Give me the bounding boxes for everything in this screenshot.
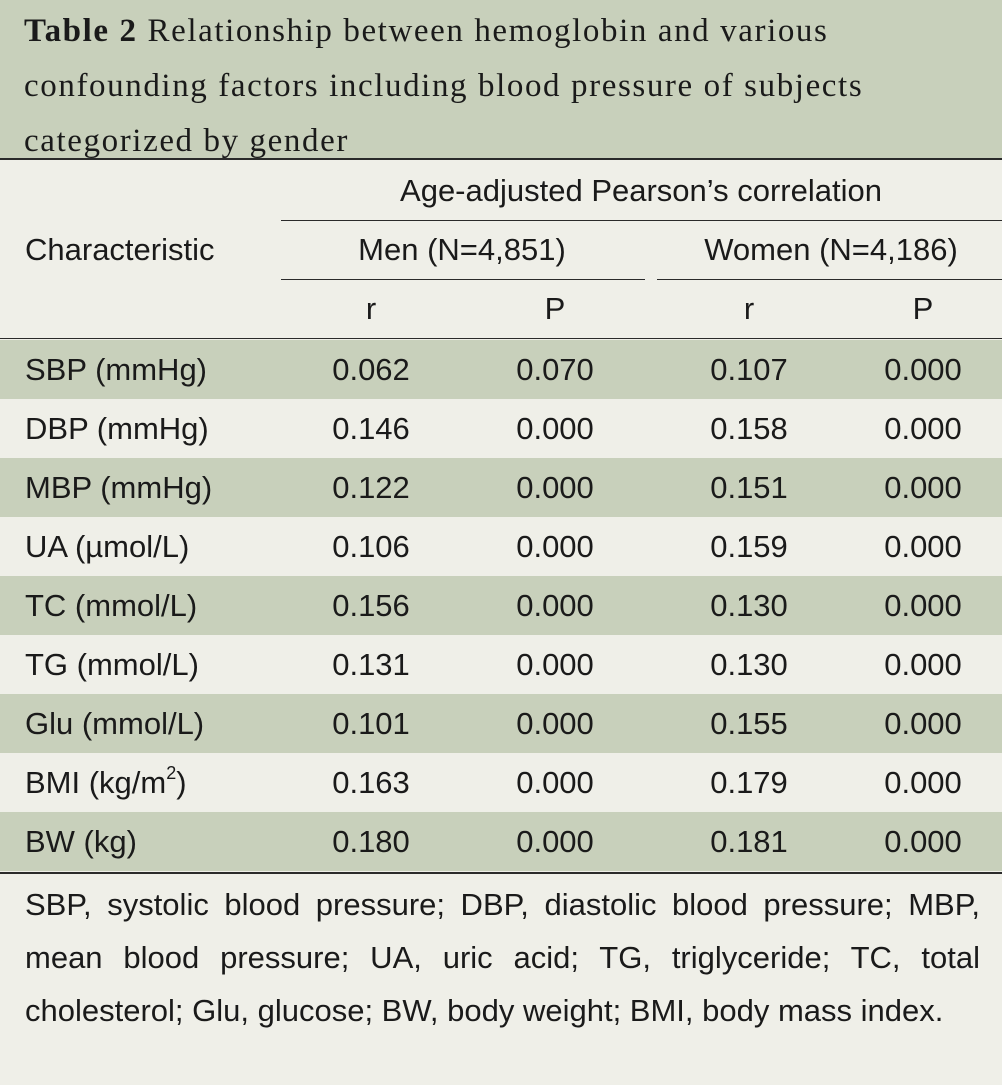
row-characteristic-suffix: ) bbox=[176, 765, 187, 800]
table-footnote: SBP, systolic blood pressure; DBP, diast… bbox=[0, 872, 1002, 1085]
women-p-value: 0.000 bbox=[884, 588, 962, 623]
men-p-value: 0.000 bbox=[516, 411, 594, 446]
table-row: BMI (kg/m2) 0.163 0.000 0.179 0.000 bbox=[0, 753, 1002, 812]
men-p-value: 0.000 bbox=[516, 588, 594, 623]
table-row: TG (mmol/L) 0.131 0.000 0.130 0.000 bbox=[0, 635, 1002, 694]
header-women-r: r bbox=[743, 291, 755, 326]
header-women: Women (N=4,186) bbox=[704, 232, 958, 267]
women-r-value: 0.181 bbox=[710, 824, 788, 859]
header-men: Men (N=4,851) bbox=[358, 232, 566, 267]
row-characteristic: BW (kg) bbox=[25, 824, 137, 859]
men-r-value: 0.106 bbox=[332, 529, 410, 564]
men-p-value: 0.000 bbox=[516, 529, 594, 564]
women-p-value: 0.000 bbox=[884, 529, 962, 564]
header-men-p: P bbox=[544, 291, 566, 326]
men-r-value: 0.122 bbox=[332, 470, 410, 505]
table-row: DBP (mmHg) 0.146 0.000 0.158 0.000 bbox=[0, 399, 1002, 458]
header-women-rule bbox=[657, 279, 1002, 280]
header-group: Age-adjusted Pearson’s correlation bbox=[400, 173, 882, 208]
women-r-value: 0.155 bbox=[710, 706, 788, 741]
men-p-value: 0.070 bbox=[516, 352, 594, 387]
table-row: Glu (mmol/L) 0.101 0.000 0.155 0.000 bbox=[0, 694, 1002, 753]
table-caption: Table 2 Relationship between hemoglobin … bbox=[0, 0, 1002, 160]
men-r-value: 0.131 bbox=[332, 647, 410, 682]
women-p-value: 0.000 bbox=[884, 824, 962, 859]
men-r-value: 0.180 bbox=[332, 824, 410, 859]
header-men-r: r bbox=[365, 291, 377, 326]
table-row: BW (kg) 0.180 0.000 0.181 0.000 bbox=[0, 812, 1002, 871]
men-p-value: 0.000 bbox=[516, 765, 594, 800]
men-p-value: 0.000 bbox=[516, 824, 594, 859]
row-characteristic: TG (mmol/L) bbox=[25, 647, 199, 682]
header-characteristic: Characteristic bbox=[25, 232, 215, 267]
women-r-value: 0.159 bbox=[710, 529, 788, 564]
header-group-rule bbox=[281, 220, 1002, 221]
women-r-value: 0.151 bbox=[710, 470, 788, 505]
men-r-value: 0.146 bbox=[332, 411, 410, 446]
women-r-value: 0.107 bbox=[710, 352, 788, 387]
table-label: Table 2 bbox=[24, 13, 138, 49]
men-p-value: 0.000 bbox=[516, 470, 594, 505]
row-characteristic: SBP (mmHg) bbox=[25, 352, 208, 387]
women-r-value: 0.158 bbox=[710, 411, 788, 446]
women-p-value: 0.000 bbox=[884, 470, 962, 505]
women-r-value: 0.130 bbox=[710, 588, 788, 623]
women-p-value: 0.000 bbox=[884, 411, 962, 446]
table-row: MBP (mmHg) 0.122 0.000 0.151 0.000 bbox=[0, 458, 1002, 517]
men-p-value: 0.000 bbox=[516, 647, 594, 682]
header-women-p: P bbox=[912, 291, 934, 326]
table-title: Relationship between hemoglobin and vari… bbox=[24, 13, 864, 159]
row-characteristic: DBP (mmHg) bbox=[25, 411, 209, 446]
women-p-value: 0.000 bbox=[884, 647, 962, 682]
men-r-value: 0.101 bbox=[332, 706, 410, 741]
header-men-rule bbox=[281, 279, 645, 280]
table-row: UA (µmol/L) 0.106 0.000 0.159 0.000 bbox=[0, 517, 1002, 576]
women-p-value: 0.000 bbox=[884, 706, 962, 741]
men-p-value: 0.000 bbox=[516, 706, 594, 741]
row-characteristic: MBP (mmHg) bbox=[25, 470, 213, 505]
men-r-value: 0.156 bbox=[332, 588, 410, 623]
row-characteristic: TC (mmol/L) bbox=[25, 588, 198, 623]
row-characteristic: BMI (kg/m2) bbox=[25, 753, 187, 812]
row-characteristic: Glu (mmol/L) bbox=[25, 706, 205, 741]
header-bottom-rule bbox=[0, 338, 1002, 339]
row-characteristic-prefix: BMI (kg/m bbox=[25, 765, 167, 800]
women-p-value: 0.000 bbox=[884, 765, 962, 800]
table-row: TC (mmol/L) 0.156 0.000 0.130 0.000 bbox=[0, 576, 1002, 635]
table-row: SBP (mmHg) 0.062 0.070 0.107 0.000 bbox=[0, 340, 1002, 399]
men-r-value: 0.163 bbox=[332, 765, 410, 800]
men-r-value: 0.062 bbox=[332, 352, 410, 387]
row-characteristic-superscript: 2 bbox=[166, 762, 177, 783]
row-characteristic: UA (µmol/L) bbox=[25, 529, 190, 564]
women-p-value: 0.000 bbox=[884, 352, 962, 387]
women-r-value: 0.130 bbox=[710, 647, 788, 682]
women-r-value: 0.179 bbox=[710, 765, 788, 800]
